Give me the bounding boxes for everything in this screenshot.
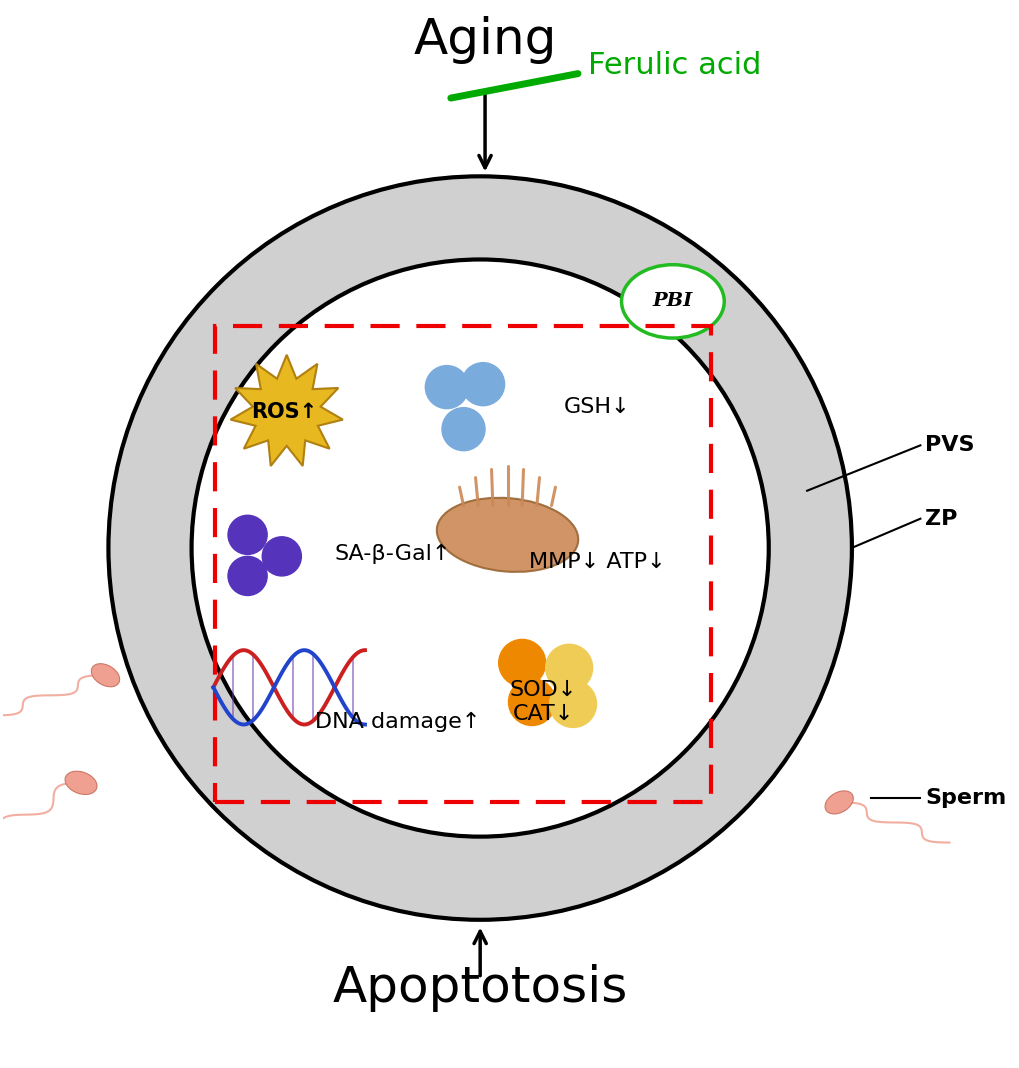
Text: Ferulic acid: Ferulic acid — [587, 51, 760, 80]
Text: SA-β-Gal↑: SA-β-Gal↑ — [334, 545, 450, 565]
Text: SOD↓
CAT↓: SOD↓ CAT↓ — [510, 679, 577, 724]
Text: PBI: PBI — [652, 293, 692, 311]
Text: ROS↑: ROS↑ — [251, 402, 317, 422]
Text: Sperm: Sperm — [924, 787, 1006, 807]
Circle shape — [108, 176, 851, 920]
Circle shape — [461, 363, 504, 406]
Ellipse shape — [92, 663, 119, 687]
Ellipse shape — [824, 791, 853, 814]
Circle shape — [498, 640, 545, 687]
Circle shape — [192, 260, 768, 836]
Text: MMP↓ ATP↓: MMP↓ ATP↓ — [528, 552, 664, 572]
Text: DNA damage↑: DNA damage↑ — [315, 711, 480, 732]
Ellipse shape — [436, 498, 578, 571]
Text: GSH↓: GSH↓ — [564, 396, 630, 417]
Text: Aging: Aging — [413, 16, 556, 64]
Circle shape — [228, 556, 267, 596]
Ellipse shape — [65, 771, 97, 795]
Bar — [214, 326, 710, 802]
Circle shape — [228, 515, 267, 554]
Ellipse shape — [621, 265, 723, 339]
Text: ZP: ZP — [924, 508, 957, 529]
Circle shape — [508, 678, 555, 725]
Circle shape — [262, 537, 301, 576]
Text: PVS: PVS — [924, 436, 974, 455]
Text: Apoptotosis: Apoptotosis — [332, 963, 628, 1011]
Circle shape — [545, 644, 592, 691]
Circle shape — [441, 408, 485, 451]
Circle shape — [549, 680, 596, 727]
Circle shape — [425, 365, 468, 409]
Polygon shape — [230, 355, 342, 466]
